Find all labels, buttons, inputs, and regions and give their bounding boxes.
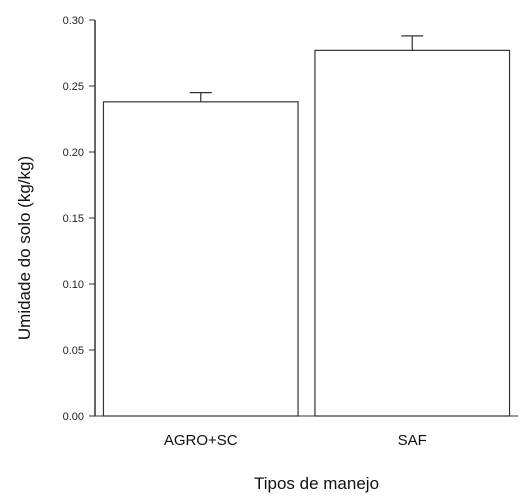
- y-tick-label: 0.20: [63, 147, 84, 159]
- y-tick-label: 0.05: [63, 345, 84, 357]
- y-axis-title: Umidade do solo (kg/kg): [15, 156, 34, 340]
- y-ticks-group: 0.00 0.05 0.10 0.15 0.20 0.25 0.30: [63, 15, 95, 423]
- x-axis-title: Tipos de manejo: [254, 474, 379, 493]
- y-tick-label: 0.30: [63, 15, 84, 27]
- error-bars-group: [189, 35, 424, 102]
- y-tick-label: 0.10: [63, 279, 84, 291]
- y-tick-label: 0.15: [63, 213, 84, 225]
- y-tick-label: 0.00: [63, 411, 84, 423]
- x-tick-label: SAF: [398, 432, 427, 449]
- bar: [314, 49, 511, 417]
- x-tick-label: AGRO+SC: [164, 432, 238, 449]
- x-tick-labels-group: AGRO+SC SAF: [164, 432, 427, 449]
- y-tick-label: 0.25: [63, 81, 84, 93]
- bars-group: [102, 49, 511, 417]
- bar: [102, 101, 299, 417]
